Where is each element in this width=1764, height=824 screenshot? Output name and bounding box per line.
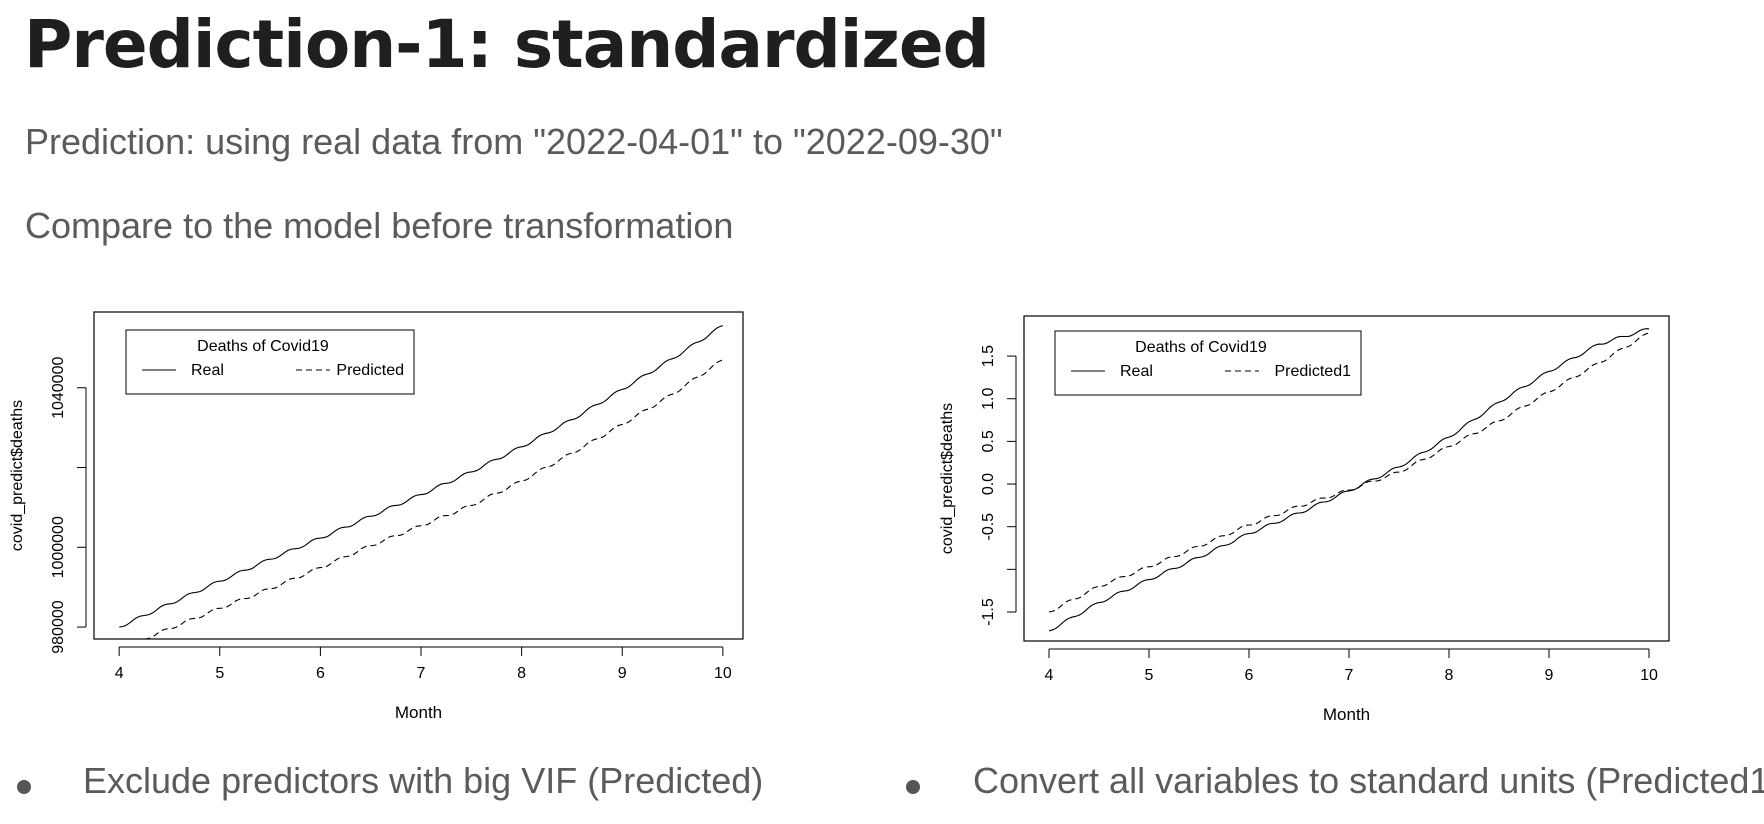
- series-group: [119, 325, 724, 640]
- x-axis-label: Month: [395, 703, 442, 722]
- legend-label: Real: [191, 362, 224, 379]
- slide-title: Prediction-1: standardized: [24, 6, 990, 83]
- y-tick-label: -0.5: [980, 513, 997, 541]
- y-axis-label: covid_predict$deaths: [939, 403, 956, 554]
- plot-frame: [1023, 315, 1670, 642]
- chart-left: 4 5 6 7 8 9 10 Month 980000 1000000 1040000 covid_p…: [9, 311, 744, 722]
- x-tick-label: 9: [1545, 667, 1554, 684]
- chart-right: 4 5 6 7 8 9 10 Month -1.5 -0.5 0.0 0.5 1.0 1.5 covid_p…: [939, 315, 1670, 724]
- series-group: [1048, 328, 1650, 632]
- x-tick-label: 7: [1345, 667, 1354, 684]
- y-tick-label: 0.5: [980, 430, 997, 452]
- x-tick-label: 6: [1245, 667, 1254, 684]
- y-tick-label: 1000000: [50, 516, 67, 578]
- x-tick-label: 6: [316, 665, 325, 682]
- bullet-text: Convert all variables to standard units …: [973, 760, 1764, 801]
- x-axis-label: Month: [1323, 705, 1370, 724]
- y-tick-label: 1.0: [980, 388, 997, 410]
- plot-frame: [93, 311, 744, 640]
- y-tick-label: 1040000: [50, 357, 67, 419]
- y-tick-label: 1.5: [980, 345, 997, 367]
- x-tick-label: 4: [115, 665, 124, 682]
- x-tick-label: 8: [1445, 667, 1454, 684]
- series-line-predicted: [144, 359, 724, 640]
- slide-subtitle-prediction: Prediction: using real data from "2022-0…: [25, 121, 1003, 162]
- legend-title: Deaths of Covid19: [197, 338, 329, 355]
- x-tick-label: 5: [1145, 667, 1154, 684]
- legend-label: Predicted1: [1275, 363, 1352, 380]
- x-tick-label: 10: [1640, 667, 1658, 684]
- x-tick-label: 8: [517, 665, 526, 682]
- y-tick-label: 980000: [50, 600, 67, 653]
- bullet-dot: [17, 780, 31, 794]
- legend-box: [1054, 330, 1362, 396]
- bullet-dot: [906, 780, 920, 794]
- y-tick-label: -1.5: [980, 598, 997, 626]
- y-tick-label: 0.0: [980, 473, 997, 495]
- legend-title: Deaths of Covid19: [1135, 339, 1267, 356]
- legend-label: Predicted: [336, 362, 404, 379]
- legend-box: [125, 329, 415, 395]
- series-line-predicted1: [1048, 332, 1650, 613]
- x-tick-label: 4: [1045, 667, 1054, 684]
- legend-label: Real: [1120, 363, 1153, 380]
- series-line-real: [119, 325, 724, 628]
- x-tick-label: 10: [714, 665, 732, 682]
- slide-subtitle-compare: Compare to the model before transformati…: [25, 205, 734, 246]
- x-tick-label: 9: [618, 665, 627, 682]
- x-tick-label: 5: [215, 665, 224, 682]
- series-line-real: [1048, 328, 1650, 632]
- y-axis-label: covid_predict$deaths: [9, 400, 26, 551]
- x-tick-label: 7: [417, 665, 426, 682]
- bullet-text: Exclude predictors with big VIF (Predict…: [83, 760, 764, 801]
